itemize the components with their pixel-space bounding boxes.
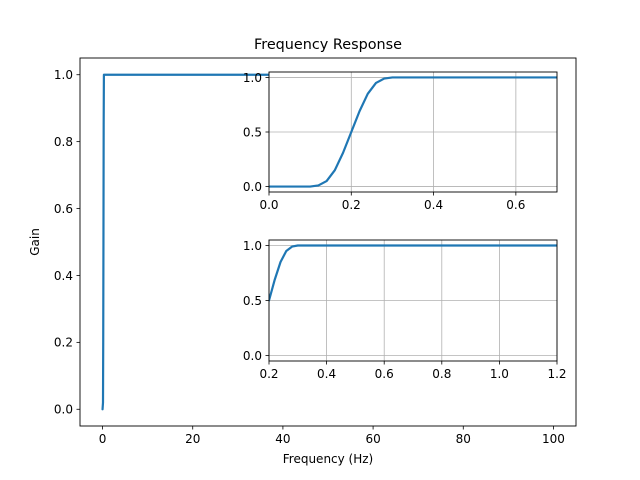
inset-top-y-tick-label: 1.0 xyxy=(243,71,262,85)
main-x-tick-label: 0 xyxy=(99,432,107,446)
panel-inset-top: 0.0 0.2 0.4 0.6 0.0 0.5 1.0 xyxy=(243,71,558,212)
main-x-tick-label: 20 xyxy=(185,432,200,446)
inset-bottom-x-tick-label: 0.2 xyxy=(259,367,278,381)
inset-bottom-y-tick-label: 0.0 xyxy=(243,349,262,363)
main-x-tick-label: 100 xyxy=(542,432,565,446)
inset-bottom-gain-line xyxy=(269,244,557,302)
y-axis-label: Gain xyxy=(28,228,42,256)
main-x-tick-label: 60 xyxy=(365,432,380,446)
main-x-tick-label: 40 xyxy=(275,432,290,446)
inset-bottom-x-tick-label: 1.2 xyxy=(547,367,566,381)
inset-top-gain-line xyxy=(269,76,557,188)
inset-bottom-x-tick-label: 1.0 xyxy=(490,367,509,381)
inset-top-x-tick-label: 0.2 xyxy=(342,198,361,212)
inset-top-x-tick-label: 0.6 xyxy=(506,198,525,212)
main-y-tick-label: 0.6 xyxy=(54,202,73,216)
inset-bottom-x-tick-label: 0.4 xyxy=(317,367,336,381)
inset-top-x-tick-label: 0.4 xyxy=(424,198,443,212)
main-y-tick-label: 0.8 xyxy=(54,135,73,149)
main-x-tick-label: 80 xyxy=(456,432,471,446)
inset-top-y-tick-label: 0.0 xyxy=(243,180,262,194)
main-y-tick-label: 1.0 xyxy=(54,68,73,82)
main-y-tick-label: 0.4 xyxy=(54,269,73,283)
panel-inset-bottom: 0.2 0.4 0.6 0.8 1.0 1.2 0.0 0.5 1.0 xyxy=(243,239,567,381)
main-spines xyxy=(79,57,577,427)
chart-title: Frequency Response xyxy=(254,37,402,53)
x-axis-label: Frequency (Hz) xyxy=(283,452,374,466)
inset-top-x-tick-label: 0.0 xyxy=(259,198,278,212)
inset-bottom-y-tick-label: 1.0 xyxy=(243,239,262,253)
inset-top-y-tick-label: 0.5 xyxy=(243,125,262,139)
main-y-tick-label: 0.0 xyxy=(54,403,73,417)
main-y-tick-label: 0.2 xyxy=(54,336,73,350)
inset-bottom-x-tick-label: 0.6 xyxy=(375,367,394,381)
inset-bottom-y-tick-label: 0.5 xyxy=(243,294,262,308)
inset-bottom-x-tick-label: 0.8 xyxy=(432,367,451,381)
